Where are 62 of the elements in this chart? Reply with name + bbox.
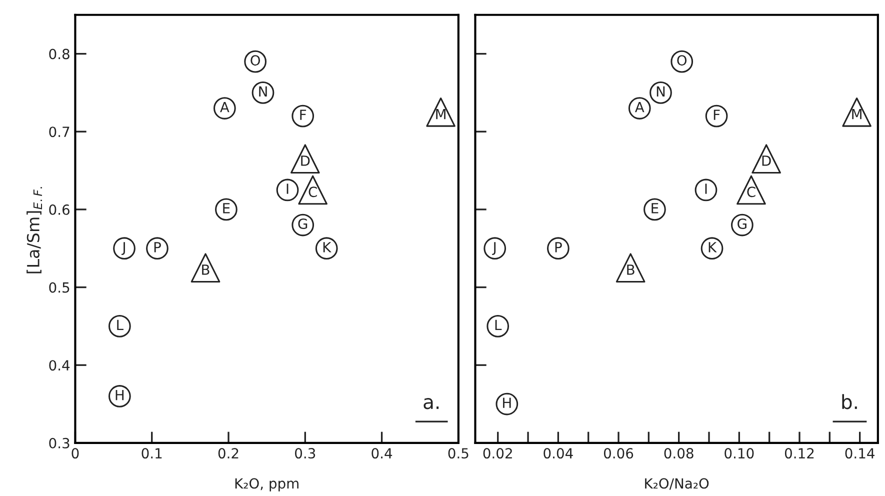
x-tick-label: 0.04: [544, 448, 573, 459]
x-tick-label: 0.12: [784, 448, 814, 459]
data-label: B: [202, 264, 210, 275]
data-label: K: [323, 242, 332, 252]
data-label: I: [286, 184, 288, 194]
point: [113, 237, 136, 260]
data-label: N: [656, 86, 665, 97]
data-label: J: [122, 242, 125, 255]
y-tick-label: 0.6: [49, 204, 70, 215]
x-tick-label: 0.2: [218, 448, 238, 459]
data-label: D: [301, 156, 310, 166]
data-label: N: [259, 86, 267, 97]
data-label: K: [708, 242, 717, 252]
data-label: J: [492, 242, 496, 255]
data-label: F: [714, 110, 720, 120]
data-label: C: [747, 186, 756, 198]
x-tick-label: 0.14: [845, 448, 875, 459]
annotation: b.: [842, 394, 857, 410]
data-label: L: [495, 320, 502, 330]
data-label: C: [308, 186, 317, 198]
data-label: H: [116, 390, 124, 400]
x-tick-label: 0.10: [724, 448, 754, 459]
data-label: E: [223, 203, 230, 214]
data-label: E: [652, 203, 658, 214]
data-label: M: [436, 108, 446, 120]
data-label: L: [117, 320, 124, 330]
data-label: H: [503, 398, 511, 408]
data-label: A: [220, 102, 230, 112]
x-tick-label: 0.08: [664, 448, 694, 459]
y-tick-label: 0.3: [49, 438, 70, 448]
x-tick-label: 0.06: [604, 448, 634, 459]
y-tick-label: 0.4: [49, 360, 70, 371]
data-label: F: [300, 110, 306, 120]
x-tick-label: 0.02: [483, 448, 512, 459]
x-tick-label: 0.4: [372, 448, 392, 459]
data-label: O: [677, 55, 687, 66]
point: [694, 178, 718, 202]
data-label: P: [555, 242, 562, 252]
y-tick-label: 0.8: [49, 48, 70, 60]
point: [616, 253, 646, 282]
data-label: G: [738, 218, 746, 230]
data-label: I: [705, 184, 707, 194]
point: [484, 237, 506, 260]
point: [276, 178, 299, 202]
data-label: G: [298, 218, 308, 230]
data-label: O: [250, 55, 260, 66]
data-label: D: [762, 156, 771, 166]
data-label: M: [852, 108, 862, 120]
y-tick-label: 0.7: [49, 126, 70, 138]
x-tick-label: 0: [72, 448, 79, 459]
x-axis-title: K₂O/Na₂O: [645, 478, 709, 490]
annotation: a.: [424, 398, 439, 410]
x-tick-label: 0.1: [142, 448, 162, 459]
data-label: P: [154, 242, 161, 252]
y-tick-label: 0.5: [49, 282, 70, 293]
y-axis-title: [La/Sm]$_{E.F.}$: [26, 187, 42, 274]
data-label: B: [627, 264, 634, 275]
data-label: A: [634, 102, 644, 112]
x-tick-label: 0.5: [448, 448, 468, 459]
x-tick-label: 0.3: [295, 448, 316, 459]
x-axis-title: K₂O, ppm: [235, 478, 298, 492]
point: [190, 253, 220, 282]
